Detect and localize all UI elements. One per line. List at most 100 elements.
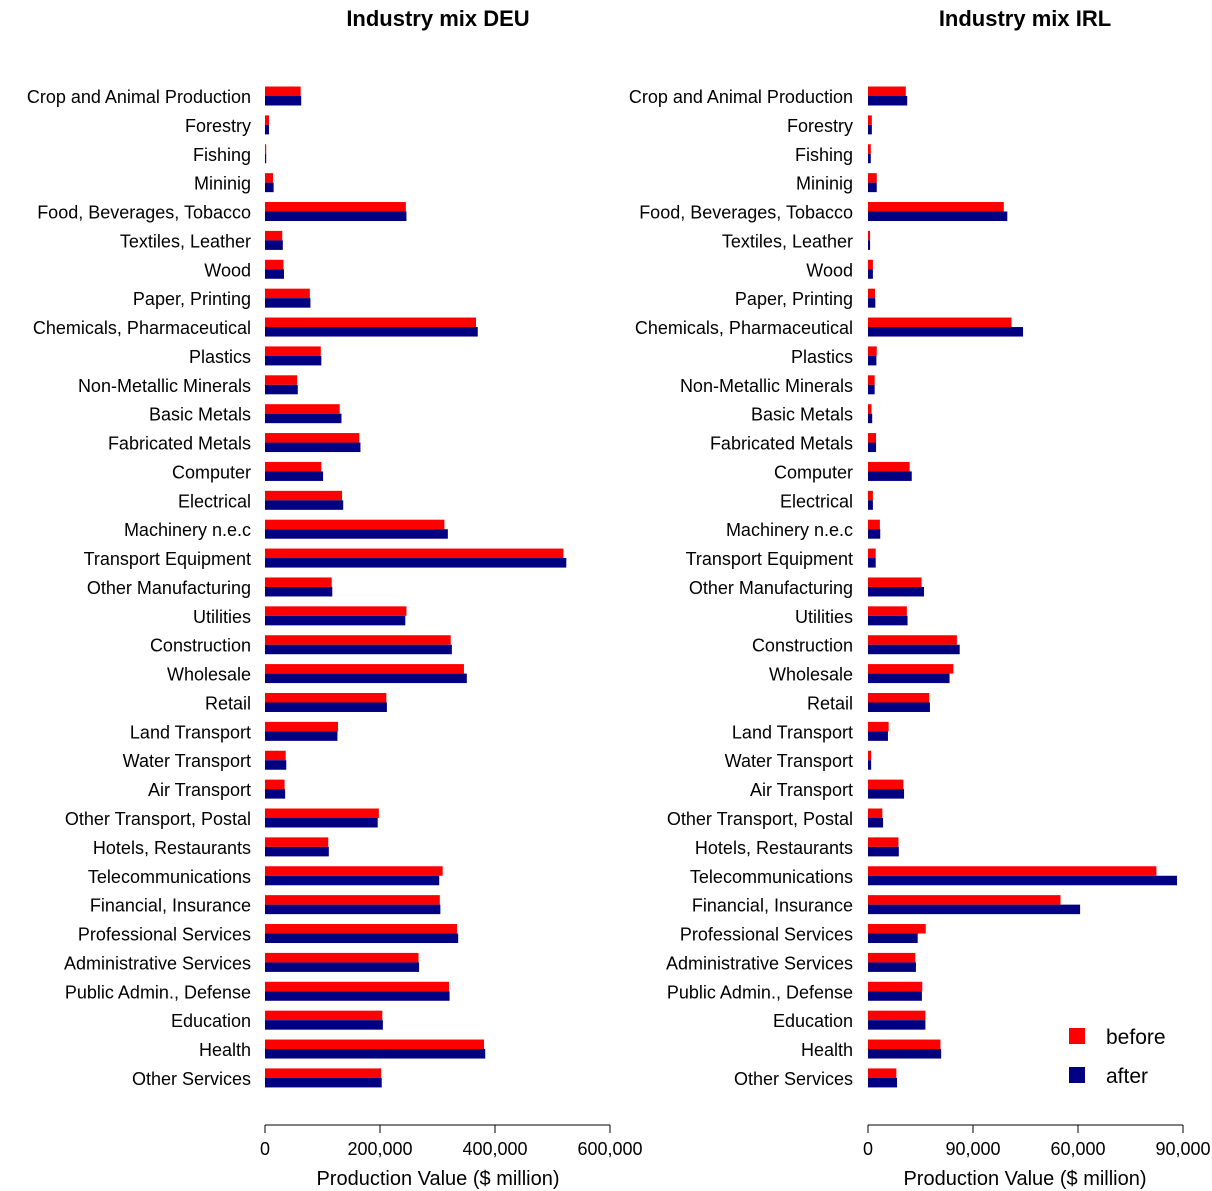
bar-before (265, 866, 443, 876)
category-label: Basic Metals (149, 405, 251, 425)
category-label: Hotels, Restaurants (93, 838, 251, 858)
category-label: Education (171, 1011, 251, 1031)
chart-title: Industry mix DEU (346, 6, 529, 31)
bar-after (265, 327, 478, 337)
bar-after (265, 124, 270, 135)
bar-after (265, 1049, 486, 1059)
bar-after (265, 529, 448, 539)
panel-irl: Industry mix IRL Crop and Animal Product… (629, 6, 1211, 1190)
x-tick-label: 60,000 (1050, 1139, 1105, 1159)
bar-after (868, 529, 881, 539)
bar-before (265, 404, 340, 414)
category-label: Construction (150, 636, 251, 656)
bar-after (868, 355, 877, 366)
category-label: Other Services (132, 1069, 251, 1089)
bar-after (868, 789, 905, 799)
category-label: Chemicals, Pharmaceutical (33, 318, 251, 338)
bar-after (868, 269, 873, 279)
bar-before (868, 606, 907, 616)
bar-before (265, 461, 322, 472)
category-label: Financial, Insurance (90, 896, 251, 916)
bar-after (265, 586, 333, 597)
bar-before (265, 635, 451, 645)
category-label: Computer (774, 462, 853, 482)
category-label: Electrical (780, 491, 853, 511)
bar-before (868, 346, 877, 356)
bars (265, 86, 567, 1088)
x-tick-label: 200,000 (347, 1139, 412, 1159)
bar-after (265, 644, 452, 655)
legend-swatch-before (1069, 1028, 1085, 1044)
bar-after (868, 702, 930, 712)
bar-before (868, 750, 872, 761)
category-label: Food, Beverages, Tobacco (37, 203, 251, 223)
chart-title: Industry mix IRL (939, 6, 1111, 31)
bar-before (868, 317, 1012, 328)
bar-after (265, 673, 467, 684)
bar-before (265, 1010, 383, 1021)
bar-after (265, 471, 324, 481)
bar-after (265, 500, 344, 510)
bar-after (868, 673, 950, 684)
category-label: Public Admin., Defense (65, 982, 251, 1002)
category-label: Administrative Services (64, 953, 251, 973)
bar-after (265, 182, 274, 193)
bar-before (265, 317, 477, 328)
legend-label-before: before (1106, 1026, 1166, 1049)
category-label: Professional Services (78, 925, 251, 945)
bar-after (868, 875, 1178, 886)
bar-after (868, 818, 884, 828)
bar-before (868, 837, 899, 847)
category-label: Administrative Services (666, 953, 853, 973)
bar-before (868, 173, 877, 183)
bar-after (868, 1077, 898, 1088)
bar-after (868, 1020, 926, 1030)
bar-before (265, 490, 343, 501)
bar-before (265, 779, 285, 790)
bar-before (265, 952, 419, 963)
category-label: Machinery n.e.c (124, 520, 251, 540)
category-label: Public Admin., Defense (667, 982, 853, 1002)
bar-before (265, 895, 440, 905)
bar-after (868, 586, 924, 597)
x-tick-label: 400,000 (462, 1139, 527, 1159)
bar-before (868, 981, 923, 992)
bar-before (265, 259, 284, 270)
category-labels: Crop and Animal Production Forestry Fishin… (629, 87, 853, 1089)
x-axis: 0 200,000 400,000 600,000 (260, 1124, 643, 1159)
bar-after (265, 1077, 382, 1088)
x-axis: 0 90,000 60,000 90,000 (863, 1124, 1211, 1159)
category-label: Water Transport (123, 751, 251, 771)
category-label: Fabricated Metals (710, 434, 853, 454)
bar-after (868, 731, 888, 741)
bar-after (868, 500, 873, 510)
bar-before (868, 721, 889, 732)
bar-before (868, 952, 916, 963)
category-label: Retail (205, 693, 251, 713)
bar-after (868, 298, 876, 308)
category-label: Paper, Printing (735, 289, 853, 309)
category-label: Other Manufacturing (689, 578, 853, 598)
category-label: Telecommunications (88, 867, 251, 887)
bar-before (868, 635, 957, 645)
category-label: Electrical (178, 491, 251, 511)
category-label: Plastics (791, 347, 853, 367)
category-label: Hotels, Restaurants (695, 838, 853, 858)
bar-after (868, 182, 877, 193)
bar-after (265, 760, 287, 770)
bar-after (265, 269, 284, 279)
bar-before (265, 924, 458, 934)
bar-before (265, 230, 283, 241)
x-tick-label: 600,000 (577, 1139, 642, 1159)
bar-before (868, 808, 883, 818)
x-tick-label: 90,000 (1155, 1139, 1210, 1159)
category-label: Non-Metallic Minerals (78, 376, 251, 396)
bar-before (868, 866, 1157, 876)
bars (868, 86, 1178, 1088)
bar-before (868, 461, 910, 472)
bar-before (265, 808, 379, 818)
bar-after (265, 789, 286, 799)
category-label: Retail (807, 693, 853, 713)
bar-after (868, 327, 1024, 337)
bar-before (265, 288, 310, 299)
